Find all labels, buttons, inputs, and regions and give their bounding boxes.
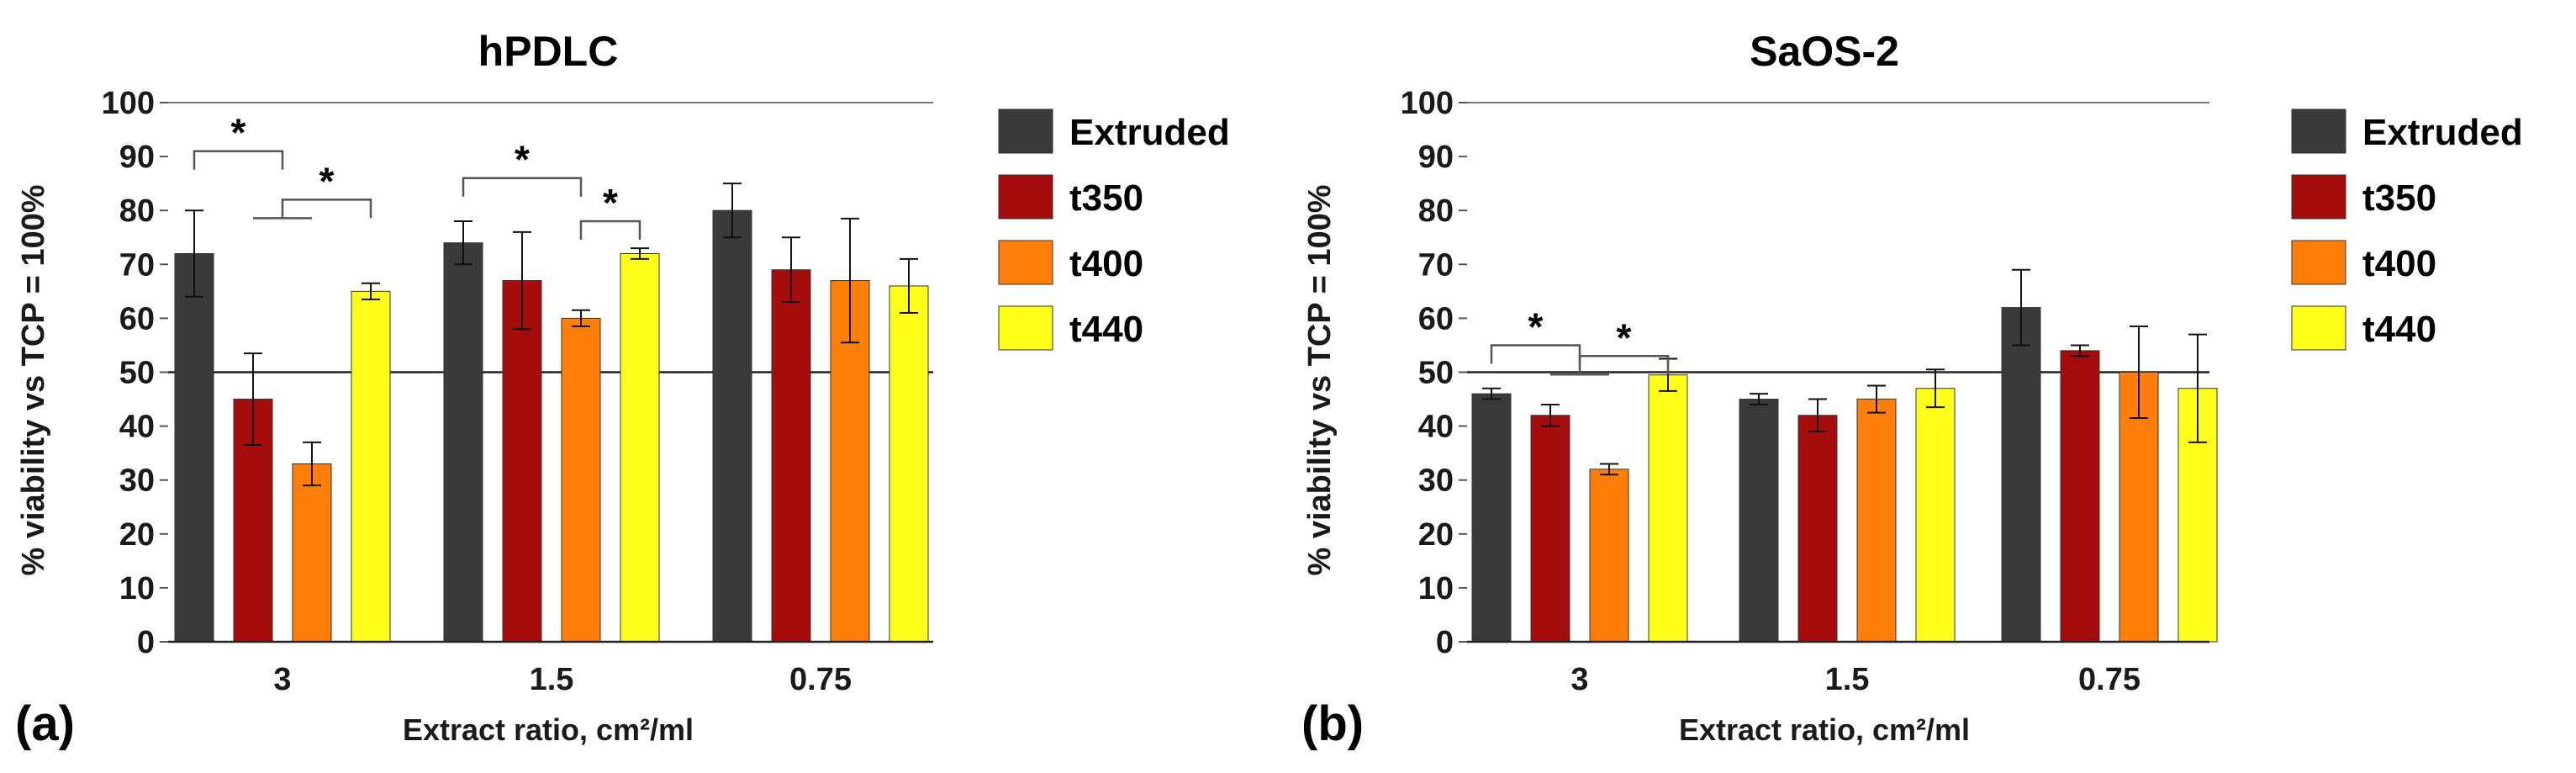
y-tick-label: 20 bbox=[119, 517, 155, 553]
legend-swatch bbox=[998, 109, 1053, 154]
x-tick-label: 1.5 bbox=[1825, 662, 1870, 697]
legend-swatch bbox=[2291, 109, 2346, 154]
significance-label: * bbox=[1617, 315, 1632, 359]
significance-label: * bbox=[319, 159, 335, 203]
significance-label: * bbox=[515, 138, 530, 182]
bar bbox=[1915, 388, 1956, 643]
y-tick-label: 10 bbox=[119, 571, 155, 606]
bar bbox=[2060, 350, 2100, 643]
legend-label: t400 bbox=[2362, 243, 2436, 284]
panel-label: (a) bbox=[15, 696, 75, 751]
panel-label: (b) bbox=[1301, 696, 1364, 751]
legend-swatch bbox=[998, 240, 1053, 285]
x-tick-label: 3 bbox=[273, 662, 291, 697]
significance-bracket bbox=[1490, 344, 1581, 364]
legend: Extruded t350 t400 t440 bbox=[2291, 109, 2523, 351]
bar bbox=[502, 280, 542, 643]
y-tick-label: 0 bbox=[137, 625, 155, 660]
significance-bracket bbox=[1578, 355, 1670, 375]
y-tick-label: 20 bbox=[1418, 517, 1454, 553]
y-axis-label: % viability vs TCP = 100% bbox=[1302, 184, 1338, 575]
legend-label: t440 bbox=[1069, 309, 1143, 350]
legend-swatch bbox=[2291, 174, 2346, 220]
bar bbox=[2001, 307, 2041, 643]
plot-area: 0 10 20 30 40 50 60 70 80 90 100 3 1.5 0.75 * * * * bbox=[102, 86, 933, 697]
significance-label: * bbox=[1528, 304, 1544, 348]
bar bbox=[1856, 399, 1897, 643]
legend-label: t350 bbox=[1069, 177, 1143, 219]
x-axis-label: Extract ratio, cm²/ml bbox=[403, 712, 694, 747]
bar bbox=[620, 252, 660, 643]
legend-swatch bbox=[2291, 240, 2346, 285]
bar bbox=[1648, 374, 1688, 643]
bar bbox=[561, 317, 601, 643]
x-tick-label: 0.75 bbox=[789, 662, 852, 697]
bar bbox=[1589, 469, 1629, 643]
bar bbox=[292, 463, 332, 643]
significance-bracket bbox=[193, 150, 284, 170]
x-tick-label: 1.5 bbox=[530, 662, 574, 697]
legend: Extruded t350 t400 t440 bbox=[998, 109, 1230, 351]
x-tick-label: 0.75 bbox=[2078, 662, 2141, 697]
chart-title: hPDLC bbox=[478, 28, 619, 75]
significance-label: * bbox=[231, 111, 246, 155]
y-tick-label: 0 bbox=[1436, 625, 1454, 660]
legend-label: t440 bbox=[2362, 309, 2436, 350]
plot-area: 0 10 20 30 40 50 60 70 80 90 100 3 1.5 0.75 * * bbox=[1401, 86, 2218, 697]
x-axis-label: Extract ratio, cm²/ml bbox=[1679, 712, 1970, 747]
y-tick-label: 80 bbox=[1418, 193, 1454, 229]
y-tick-label: 80 bbox=[119, 193, 155, 229]
bar bbox=[1530, 415, 1570, 643]
y-tick-label: 40 bbox=[1418, 410, 1454, 445]
significance-bracket bbox=[462, 177, 583, 197]
bar bbox=[712, 209, 752, 643]
bar bbox=[1471, 393, 1512, 643]
chart-hpdlc: hPDLC (a) Extract ratio, cm²/ml % viabil… bbox=[15, 28, 1230, 751]
y-tick-label: 50 bbox=[1418, 356, 1454, 391]
y-tick-label: 10 bbox=[1418, 571, 1454, 606]
bar bbox=[174, 252, 214, 643]
y-tick-label: 40 bbox=[119, 410, 155, 445]
legend-swatch bbox=[998, 305, 1053, 351]
x-tick-label: 3 bbox=[1570, 662, 1588, 697]
significance-bracket bbox=[579, 220, 641, 241]
y-tick-label: 50 bbox=[119, 356, 155, 391]
bar bbox=[889, 285, 929, 643]
y-tick-label: 30 bbox=[1418, 463, 1454, 499]
legend-swatch bbox=[998, 174, 1053, 220]
bar bbox=[771, 269, 811, 643]
y-tick-label: 60 bbox=[119, 301, 155, 336]
legend-swatch bbox=[2291, 305, 2346, 351]
legend-label: Extruded bbox=[1069, 112, 1230, 153]
chart-saos2: SaOS-2 (b) Extract ratio, cm²/ml % viabi… bbox=[1301, 28, 2523, 751]
y-axis-label: % viability vs TCP = 100% bbox=[16, 184, 51, 575]
chart-title: SaOS-2 bbox=[1750, 28, 1899, 75]
y-tick-label: 70 bbox=[1418, 247, 1454, 283]
y-tick-label: 90 bbox=[1418, 140, 1454, 175]
bar bbox=[351, 290, 391, 643]
y-tick-label: 90 bbox=[119, 140, 155, 175]
bar bbox=[443, 242, 483, 643]
y-tick-label: 70 bbox=[119, 247, 155, 283]
y-tick-label: 60 bbox=[1418, 301, 1454, 336]
bar bbox=[1739, 399, 1779, 643]
y-tick-label: 100 bbox=[102, 86, 155, 121]
legend-label: t400 bbox=[1069, 243, 1143, 284]
significance-bracket bbox=[281, 199, 372, 219]
y-tick-label: 100 bbox=[1401, 86, 1454, 121]
legend-label: t350 bbox=[2362, 177, 2436, 219]
y-tick-label: 30 bbox=[119, 463, 155, 499]
bar bbox=[1797, 415, 1838, 643]
legend-label: Extruded bbox=[2362, 112, 2523, 153]
significance-label: * bbox=[603, 181, 618, 225]
